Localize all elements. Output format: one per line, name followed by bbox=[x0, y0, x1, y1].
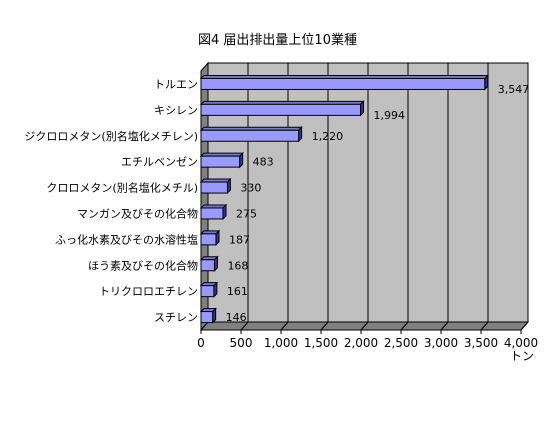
x-tick-label: 4,000 bbox=[504, 336, 538, 350]
data-label: 146 bbox=[226, 311, 247, 324]
category-label: ふっ化水素及びその水溶性塩 bbox=[55, 232, 198, 246]
x-gridline-floor bbox=[480, 321, 489, 331]
data-label: 275 bbox=[236, 207, 257, 220]
chart-title: 図4 届出排出量上位10業種 bbox=[198, 33, 357, 48]
x-gridline-floor bbox=[320, 321, 329, 331]
x-gridline-floor bbox=[240, 321, 249, 331]
x-tick-label: 1,000 bbox=[264, 336, 298, 350]
bar bbox=[200, 259, 215, 272]
x-gridline-floor bbox=[520, 321, 529, 331]
x-tick-label: 0 bbox=[197, 336, 205, 350]
bar bbox=[200, 129, 300, 142]
x-gridline-floor bbox=[280, 321, 289, 331]
data-label: 483 bbox=[253, 156, 274, 169]
x-tick-label: 3,500 bbox=[464, 336, 498, 350]
bar bbox=[200, 155, 241, 168]
data-label: 187 bbox=[229, 233, 250, 246]
data-label: 161 bbox=[227, 285, 248, 298]
category-label: クロロメタン(別名塩化メチル) bbox=[46, 181, 198, 195]
x-axis-unit-label: トン bbox=[510, 349, 535, 363]
bar bbox=[200, 233, 217, 246]
x-tick-label: 2,000 bbox=[344, 336, 378, 350]
bar bbox=[200, 181, 228, 194]
bar bbox=[200, 285, 215, 298]
x-gridline-floor bbox=[440, 321, 449, 331]
category-label: ほう素及びその化合物 bbox=[88, 258, 198, 272]
x-gridline-floor bbox=[400, 321, 409, 331]
x-tick-label: 2,500 bbox=[384, 336, 418, 350]
category-label: キシレン bbox=[154, 104, 198, 117]
category-label: トリクロロエチレン bbox=[99, 285, 198, 298]
bar bbox=[200, 103, 362, 116]
bar bbox=[200, 311, 214, 324]
data-label: 168 bbox=[227, 259, 248, 272]
x-tick-label: 500 bbox=[230, 336, 253, 350]
category-label: エチルベンゼン bbox=[121, 156, 198, 169]
x-tick-label: 1,500 bbox=[304, 336, 338, 350]
category-label: トルエン bbox=[154, 78, 198, 91]
data-label: 1,220 bbox=[312, 130, 344, 143]
x-tick-label: 3,000 bbox=[424, 336, 458, 350]
x-gridline-floor bbox=[360, 321, 369, 331]
data-label: 330 bbox=[240, 182, 261, 195]
category-label: マンガン及びその化合物 bbox=[77, 206, 198, 220]
category-label: ジクロロメタン(別名塩化メチレン) bbox=[24, 129, 198, 143]
data-label: 1,994 bbox=[374, 109, 406, 122]
bar bbox=[200, 207, 224, 220]
data-label: 3,547 bbox=[498, 83, 530, 96]
category-label: スチレン bbox=[154, 311, 198, 324]
bar bbox=[200, 77, 486, 90]
